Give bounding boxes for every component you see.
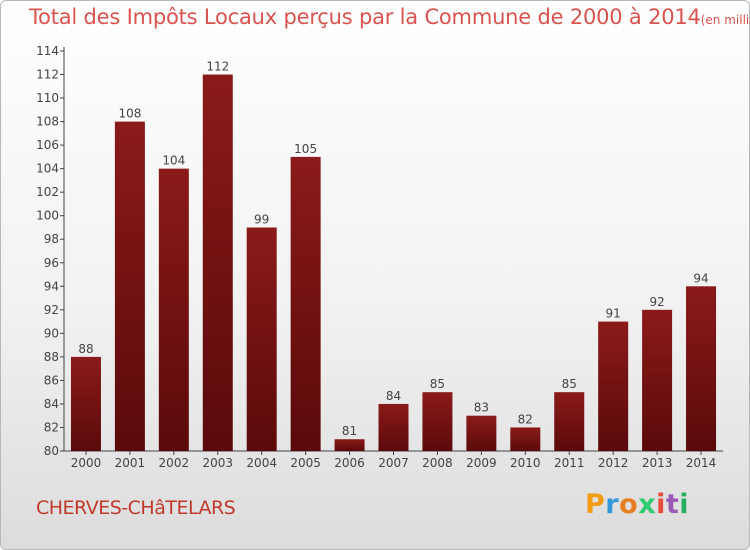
- logo-letter: r: [605, 489, 620, 520]
- x-tick-label: 2001: [115, 456, 146, 470]
- logo-letter: o: [619, 489, 639, 520]
- y-tick-label: 94: [44, 279, 59, 293]
- y-tick-label: 86: [44, 373, 59, 387]
- data-label-2012: 91: [606, 307, 621, 321]
- unit-label: (en milliers d'€): [700, 13, 750, 27]
- logo-letter: P: [585, 489, 606, 520]
- y-tick-label: 82: [44, 420, 59, 434]
- x-tick-label: 2002: [159, 456, 190, 470]
- data-label-2001: 108: [118, 107, 141, 121]
- y-tick-label: 80: [44, 444, 59, 458]
- data-label-2013: 92: [649, 295, 664, 309]
- data-label-2005: 105: [294, 142, 317, 156]
- y-tick-label: 112: [36, 68, 59, 82]
- logo-letter: x: [638, 489, 657, 520]
- x-tick-label: 2009: [466, 456, 497, 470]
- x-tick-label: 2004: [246, 456, 277, 470]
- bar-2008[interactable]: [422, 392, 453, 451]
- x-tick-label: 2008: [422, 456, 453, 470]
- bar-2000[interactable]: [70, 356, 101, 451]
- bar-2001[interactable]: [114, 121, 145, 452]
- logo-letter: i: [679, 489, 690, 520]
- data-label-2010: 82: [518, 412, 533, 426]
- logo-letter: i: [656, 489, 666, 520]
- x-tick-label: 2005: [290, 456, 321, 470]
- bars: 88 108 104 112 99 105 81 84 85 83 82 85 91 92 94: [70, 60, 717, 452]
- x-tick-label: 2012: [598, 456, 629, 470]
- bar-2007[interactable]: [378, 403, 409, 451]
- bar-2012[interactable]: [598, 321, 629, 451]
- commune-name: CHERVES-CHâTELARS: [36, 497, 236, 519]
- data-label-2009: 83: [474, 401, 489, 415]
- y-tick-label: 96: [44, 256, 59, 270]
- bar-2006[interactable]: [334, 439, 365, 451]
- x-tick-label: 2003: [202, 456, 233, 470]
- y-tick-label: 114: [36, 44, 59, 58]
- data-label-2011: 85: [562, 377, 577, 391]
- bar-2013[interactable]: [642, 309, 673, 451]
- bar-2003[interactable]: [202, 74, 233, 451]
- y-tick-label: 110: [36, 91, 59, 105]
- bar-2014[interactable]: [686, 286, 717, 451]
- bar-2009[interactable]: [466, 415, 497, 451]
- bar-2010[interactable]: [510, 427, 541, 451]
- y-tick-label: 98: [44, 232, 59, 246]
- bar-2011[interactable]: [554, 392, 585, 451]
- y-tick-label: 100: [36, 209, 59, 223]
- logo-letter: t: [665, 489, 680, 520]
- bar-2002[interactable]: [158, 168, 189, 451]
- axes: 80 82 84 86 88 90 92 94 96 98 100 102 104 106 108 110 11…: [36, 44, 723, 470]
- y-tick-label: 104: [36, 162, 59, 176]
- title-text: Total des Impôts Locaux perçus par la Co…: [29, 5, 701, 29]
- y-tick-label: 102: [36, 185, 59, 199]
- x-tick-label: 2010: [510, 456, 541, 470]
- x-tick-label: 2006: [334, 456, 365, 470]
- x-tick-label: 2007: [378, 456, 409, 470]
- y-tick-label: 106: [36, 138, 59, 152]
- x-tick-label: 2011: [554, 456, 585, 470]
- data-label-2003: 112: [206, 60, 229, 74]
- chart-title: Total des Impôts Locaux perçus par la Co…: [29, 5, 749, 29]
- data-label-2000: 88: [78, 342, 93, 356]
- data-label-2014: 94: [693, 271, 708, 285]
- data-label-2004: 99: [254, 212, 269, 226]
- y-tick-label: 108: [36, 115, 59, 129]
- x-tick-label: 2013: [642, 456, 673, 470]
- data-label-2007: 84: [386, 389, 401, 403]
- x-tick-label: 2000: [71, 456, 102, 470]
- y-tick-label: 88: [44, 350, 59, 364]
- proxiti-logo[interactable]: Proxiti: [585, 489, 689, 520]
- y-tick-label: 90: [44, 326, 59, 340]
- bar-2004[interactable]: [246, 227, 277, 451]
- data-label-2006: 81: [342, 424, 357, 438]
- x-tick-label: 2014: [686, 456, 717, 470]
- bar-2005[interactable]: [290, 156, 321, 451]
- data-label-2002: 104: [162, 154, 185, 168]
- y-tick-label: 84: [44, 397, 59, 411]
- data-label-2008: 85: [430, 377, 445, 391]
- y-tick-label: 92: [44, 303, 59, 317]
